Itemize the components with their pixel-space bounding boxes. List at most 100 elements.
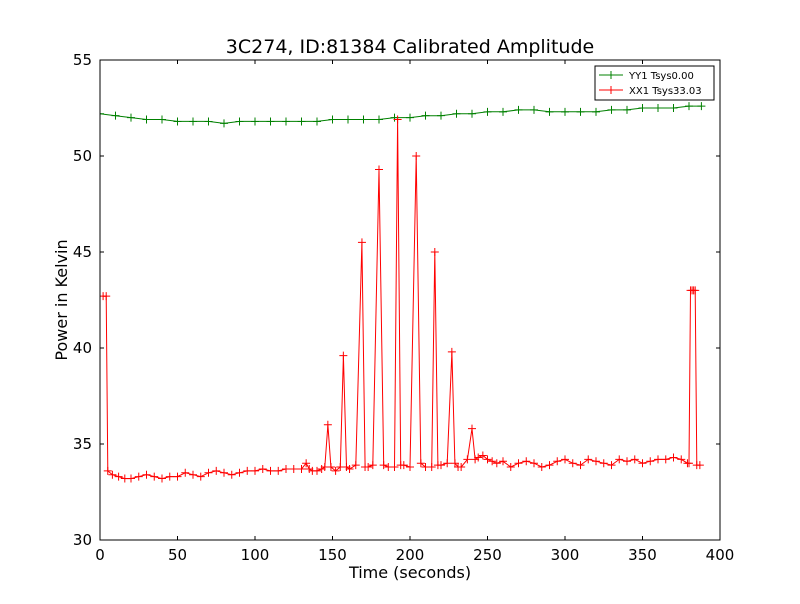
series-2-point <box>258 464 267 473</box>
series-2-point <box>142 470 151 479</box>
series-2-point <box>134 472 143 481</box>
series-2-point <box>345 464 354 473</box>
legend-label: YY1 Tsys0.00 <box>628 71 694 82</box>
x-tick-label: 400 <box>706 546 735 564</box>
series-1-point <box>514 105 523 114</box>
series-2-point <box>677 455 686 464</box>
series-2-point <box>457 463 466 472</box>
series-2-point <box>630 455 639 464</box>
series-2-point <box>297 464 306 473</box>
x-tick-label: 350 <box>628 546 657 564</box>
series-2-point <box>561 455 569 464</box>
series-2-point <box>266 466 275 475</box>
series-2-point <box>103 466 112 475</box>
series-2-point <box>437 461 445 470</box>
series-2-point <box>545 461 554 470</box>
series-2-point <box>364 463 373 472</box>
series-1-point <box>421 111 430 120</box>
series-1-point <box>204 117 213 126</box>
series-2-point <box>331 466 340 475</box>
series-2-point <box>127 474 135 483</box>
x-tick-label: 200 <box>396 546 425 564</box>
legend-marker <box>607 86 615 94</box>
series-2-point <box>474 453 483 462</box>
legend: YY1 Tsys0.00 XX1 Tsys33.03 <box>594 65 715 101</box>
series-2-point <box>196 472 205 481</box>
series-2-point <box>212 466 221 475</box>
series-2-point <box>326 463 335 472</box>
series-2-point <box>607 461 616 470</box>
series-2-point <box>483 455 492 464</box>
series-2-point <box>537 463 546 472</box>
series-2-point <box>150 472 159 481</box>
series-2-point <box>615 455 624 464</box>
x-tick-label: 150 <box>318 546 347 564</box>
series-2-point <box>623 457 631 466</box>
series-2-point <box>685 459 693 468</box>
x-tick-label: 50 <box>168 546 187 564</box>
series-2-point <box>313 466 321 475</box>
series-2-point <box>368 461 377 470</box>
series-1-point <box>266 117 275 126</box>
series-1-point <box>545 107 554 116</box>
series-2-point <box>102 292 111 301</box>
data-area <box>100 102 706 483</box>
series-1-point <box>669 104 678 112</box>
series-1-point <box>359 115 368 124</box>
series-1-point <box>313 117 321 126</box>
series-2-point <box>173 472 182 481</box>
series-2-point <box>302 459 311 468</box>
series-2-point <box>599 459 608 468</box>
series-1-point <box>282 117 290 126</box>
series-2-point <box>282 464 290 473</box>
series-2-point <box>351 461 360 470</box>
series-2-point <box>695 461 704 470</box>
y-tick-label: 30 <box>73 531 92 549</box>
series-2-point <box>379 461 388 470</box>
series-2-point <box>443 459 452 468</box>
series-2-point <box>646 457 655 466</box>
series-2-point <box>235 468 244 477</box>
series-2-point <box>189 470 197 479</box>
series-2-point <box>393 115 402 124</box>
series-2-point <box>158 474 166 483</box>
series-2-point <box>499 457 507 466</box>
series-1-point <box>483 107 492 116</box>
series-2-point <box>181 468 190 477</box>
series-2-point <box>406 463 414 472</box>
series-1-point <box>452 109 461 118</box>
series-1-point <box>623 105 631 114</box>
chart-title: 3C274, ID:81384 Calibrated Amplitude <box>226 36 594 58</box>
y-tick-label: 40 <box>73 339 92 357</box>
series-1-point <box>142 115 151 124</box>
series-1-point <box>685 102 693 111</box>
series-2-point <box>416 459 425 468</box>
plot-layer <box>100 102 706 483</box>
series-2-point <box>661 455 670 464</box>
y-axis-label: Power in Kelvin <box>52 239 71 360</box>
series-2-point <box>251 466 259 475</box>
series-2-point <box>669 453 678 462</box>
series-1-point <box>654 104 662 112</box>
series-2-point <box>430 248 439 256</box>
series-1-point <box>437 111 445 120</box>
series-1-point <box>468 109 476 118</box>
series-2-point <box>530 459 538 468</box>
x-tick-label: 0 <box>95 546 105 564</box>
series-1-point <box>189 117 197 126</box>
series-1-point <box>499 107 507 116</box>
series-2-point <box>553 457 562 466</box>
series-2-point <box>427 463 436 472</box>
series-1-point <box>530 105 538 114</box>
series-2-point <box>289 464 298 473</box>
series-1-point <box>328 115 337 124</box>
series-1-point <box>173 117 182 126</box>
series-2-point <box>568 459 577 468</box>
series-2-point <box>488 457 497 466</box>
series-1-point <box>561 107 569 116</box>
legend-marker <box>607 71 615 79</box>
series-2-point <box>375 165 383 174</box>
series-2-point <box>514 459 523 468</box>
